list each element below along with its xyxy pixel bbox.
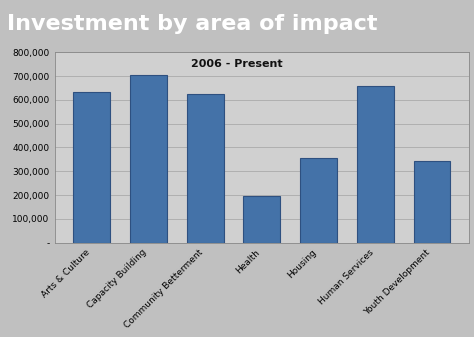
Bar — [357, 86, 394, 243]
Bar — [130, 75, 167, 243]
Bar — [413, 160, 450, 243]
Text: 2006 - Present: 2006 - Present — [191, 59, 283, 69]
Bar — [73, 92, 110, 243]
Bar — [300, 158, 337, 243]
Bar — [187, 94, 224, 243]
Bar — [244, 196, 280, 243]
Text: Investment by area of impact: Investment by area of impact — [7, 14, 378, 34]
